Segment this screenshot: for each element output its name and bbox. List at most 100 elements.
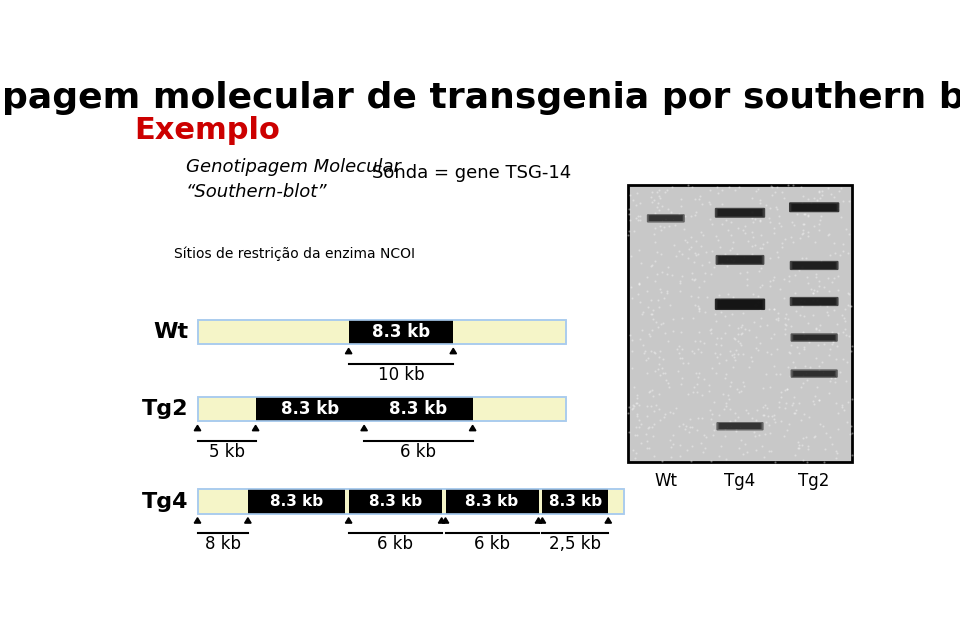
Point	[774, 416, 789, 426]
Bar	[793, 298, 835, 305]
Point	[714, 218, 730, 229]
Point	[688, 207, 704, 218]
Point	[834, 402, 850, 413]
Text: Sítios de restrição da enzima NCOI: Sítios de restrição da enzima NCOI	[175, 247, 416, 261]
Point	[756, 383, 771, 393]
Point	[749, 186, 764, 196]
Point	[828, 198, 844, 208]
Point	[796, 311, 811, 321]
Point	[778, 319, 793, 330]
Point	[771, 312, 786, 323]
Point	[644, 422, 660, 433]
Point	[789, 209, 804, 219]
Text: 2,5 kb: 2,5 kb	[549, 535, 601, 553]
Point	[694, 413, 709, 423]
Point	[623, 215, 638, 225]
Point	[660, 378, 676, 388]
Point	[643, 261, 659, 271]
Bar	[718, 209, 762, 216]
Point	[704, 323, 719, 334]
Point	[735, 308, 751, 319]
Point	[811, 276, 827, 287]
Text: Tg2: Tg2	[142, 399, 188, 419]
FancyBboxPatch shape	[715, 255, 764, 265]
Point	[796, 341, 811, 352]
Point	[651, 191, 666, 201]
Point	[684, 440, 699, 451]
Point	[690, 292, 706, 302]
Point	[642, 386, 658, 396]
Point	[703, 185, 718, 196]
Point	[630, 412, 645, 422]
Point	[735, 349, 751, 359]
Point	[655, 267, 670, 278]
Point	[749, 445, 764, 455]
Bar	[718, 256, 761, 263]
Point	[737, 228, 753, 238]
Bar	[348, 489, 442, 514]
Point	[745, 241, 760, 251]
Point	[645, 390, 660, 401]
Point	[827, 248, 842, 258]
Point	[840, 357, 855, 367]
Point	[673, 278, 688, 288]
Point	[639, 286, 655, 296]
Point	[683, 456, 698, 466]
Point	[679, 421, 694, 431]
Point	[823, 250, 838, 260]
Point	[785, 357, 801, 368]
Point	[838, 324, 853, 334]
Bar	[348, 320, 453, 345]
Bar	[364, 397, 472, 421]
FancyBboxPatch shape	[716, 422, 763, 430]
Point	[632, 334, 647, 345]
Point	[653, 346, 668, 356]
Point	[793, 233, 808, 243]
Point	[719, 261, 734, 271]
Point	[674, 312, 689, 323]
Text: Tg4: Tg4	[725, 471, 756, 489]
Point	[841, 289, 856, 299]
Point	[845, 393, 860, 404]
Point	[672, 276, 687, 286]
Point	[636, 340, 651, 350]
Point	[767, 414, 782, 424]
Point	[627, 382, 642, 392]
Point	[752, 253, 767, 263]
Point	[727, 332, 742, 343]
Point	[774, 187, 789, 197]
Point	[659, 285, 674, 296]
Point	[684, 232, 699, 242]
Bar	[717, 256, 762, 263]
Bar	[791, 262, 837, 269]
Point	[731, 336, 746, 346]
Point	[794, 182, 809, 192]
Bar	[719, 423, 761, 429]
Point	[651, 198, 666, 208]
Bar	[719, 423, 760, 429]
Text: Genotipagem Molecular
“Southern-blot”: Genotipagem Molecular “Southern-blot”	[186, 158, 400, 201]
Point	[766, 410, 781, 421]
Point	[652, 370, 667, 380]
Bar	[648, 215, 684, 222]
Point	[695, 230, 710, 240]
Point	[739, 267, 755, 277]
Point	[646, 195, 661, 205]
Point	[687, 274, 703, 284]
Point	[686, 348, 702, 358]
Point	[746, 317, 761, 327]
Point	[704, 363, 719, 373]
Point	[811, 365, 827, 375]
Point	[765, 182, 780, 192]
Point	[722, 381, 737, 391]
Point	[837, 316, 852, 327]
Point	[647, 365, 662, 375]
Point	[664, 270, 680, 280]
Point	[643, 401, 659, 412]
Point	[652, 352, 667, 363]
Point	[644, 385, 660, 395]
Point	[803, 198, 818, 208]
Point	[799, 432, 814, 442]
Point	[630, 430, 645, 440]
Point	[647, 348, 662, 359]
